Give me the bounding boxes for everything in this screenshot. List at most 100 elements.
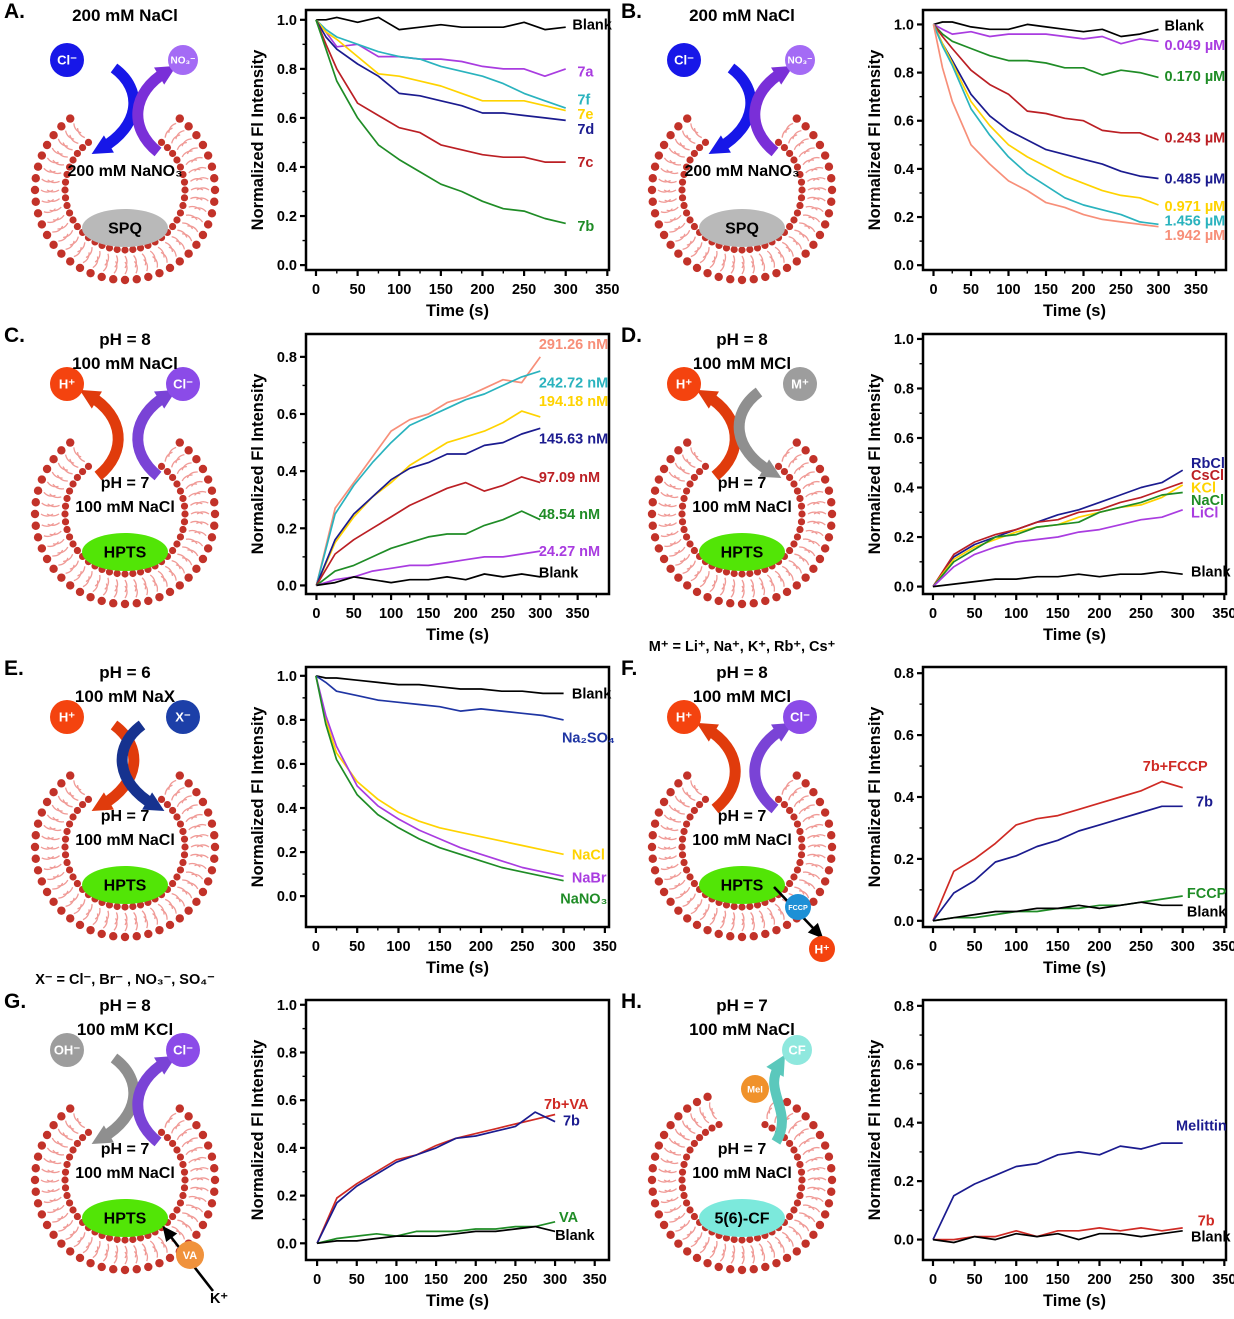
svg-text:150: 150 [1046,606,1070,622]
series-line-Blank [932,570,1183,588]
ion-label: Cl⁻ [173,377,193,392]
svg-text:350: 350 [566,606,590,622]
panel-label: A. [4,0,25,23]
series-line-Blank [933,21,1159,38]
svg-text:0: 0 [312,939,320,955]
plot-frame [304,998,611,1262]
ion-label: Cl⁻ [674,53,694,68]
series-label-242.72 nM: 242.72 nM [539,376,608,392]
x-axis: 0 50 100 150 200 250 300 350 [929,594,1234,622]
series-line-145.63 nM [315,427,541,586]
y-axis: 0.0 0.2 0.4 0.6 0.8 [277,350,306,594]
svg-text:0.8: 0.8 [277,713,297,729]
inside-condition-line2: 100 mM NaCl [692,832,792,849]
y-axis: 0.0 0.2 0.4 0.6 0.8 [894,999,923,1249]
svg-text:100: 100 [386,939,410,955]
inside-condition-line1: 200 mM NaNO₃ [684,163,800,180]
ion-label: NO₃⁻ [788,56,813,67]
series-label-NaCl: NaCl [572,847,605,863]
outside-condition-line1: pH = 7 [716,996,768,1015]
y-axis-title: Normalized Fl Intensity [249,373,267,554]
svg-text:200: 200 [1087,939,1111,955]
svg-text:50: 50 [350,282,366,298]
liposome-ring [647,438,837,609]
inside-conditions: pH = 7 100 mM NaCl [0,470,250,522]
series-line-Blank [316,1225,556,1245]
svg-text:0.6: 0.6 [277,111,297,127]
chart-panel-B: 0 50 100 150 200 250 300 350 0.0 0.2 0.4 0.6 0.8 1.0 T… [866,0,1234,324]
series-line-NaCl [932,491,1183,588]
series-label-Blank: Blank [1187,905,1227,921]
chart-graphic-A: 0 50 100 150 200 250 300 350 0.0 0.2 0.4 0.6 0.8 1.0 T… [249,8,619,320]
carrier-label: VA [183,1250,198,1262]
right-transport-arrow [749,65,794,157]
diagram-caption: X⁻ = Cl⁻, Br⁻ , NO₃⁻, SO₄⁻ [35,972,215,988]
series-line-LiCl [932,508,1183,588]
ion-X⁻: X⁻ [166,700,200,734]
x-axis: 0 50 100 150 200 250 300 350 [313,1260,607,1288]
svg-text:0.2: 0.2 [894,530,914,546]
panel-label: C. [4,324,25,347]
series-line-7b [932,805,1183,922]
outside-condition-line1: pH = 6 [99,663,151,682]
svg-text:250: 250 [503,1272,527,1288]
ion-M⁺: M⁺ [783,367,817,401]
series-line-7e [315,19,566,112]
liposome-diagram: Cl⁻ NO₃⁻ SPQ 200 mM NaCl 200 mM NaNO₃ [0,0,250,324]
svg-text:200: 200 [470,282,494,298]
svg-text:0.2: 0.2 [894,852,914,868]
dye-ellipse: HPTS [699,533,785,571]
series-line-7b+VA [316,1113,556,1244]
plot-frame [304,332,611,596]
axes [921,998,1228,1262]
svg-text:300: 300 [528,606,552,622]
svg-text:0.0: 0.0 [277,258,297,274]
chart-graphic-E: 0 50 100 150 200 250 300 350 0.0 0.2 0.4 0.6 0.8 1.0 T… [249,665,617,977]
dye-ellipse: HPTS [82,1199,168,1237]
dye-ellipse: HPTS [82,533,168,571]
series-line-7b+FCCP [932,780,1183,922]
axes [304,665,611,929]
dye-label: SPQ [725,221,759,238]
x-axis-title: Time (s) [426,1292,489,1310]
ion-label: Cl⁻ [173,1043,193,1058]
payload-label: H⁺ [815,943,830,957]
liposome-graphic: Cl⁻ NO₃⁻ SPQ [30,43,220,285]
series-line-0.485 µM [932,24,1159,180]
panel-A: A. Cl⁻ NO₃⁻ SPQ 200 mM NaCl 200 mM NaNO₃ 0… [0,0,619,324]
series-label-FCCP: FCCP [1187,886,1227,902]
ion-Cl⁻: Cl⁻ [166,1033,200,1067]
svg-text:100: 100 [379,606,403,622]
ion-Cl⁻: Cl⁻ [50,43,84,77]
panel-E: E. H⁺ X⁻ HPTS pH = 6 100 mM NaX pH = 7 100… [0,657,617,990]
ion-H⁺: H⁺ [667,367,701,401]
svg-text:100: 100 [996,282,1020,298]
series-label-CsCl: CsCl [1191,468,1224,484]
panel-G: G. OH⁻ Cl⁻ HPTS VA K⁺ pH = 8 100 mM KCl pH =… [0,990,617,1319]
svg-text:0: 0 [312,282,320,298]
series-label-LiCl: LiCl [1191,505,1218,521]
liposome-graphic: H⁺ Cl⁻ HPTS [30,367,220,609]
svg-text:50: 50 [349,1272,365,1288]
liposome-graphic: OH⁻ Cl⁻ HPTS VA K⁺ [30,1033,228,1307]
liposome-graphic: Cl⁻ NO₃⁻ SPQ [647,43,837,285]
svg-text:0.6: 0.6 [894,114,914,130]
outside-condition-line2: 100 mM MCl [692,354,792,373]
series-label-7b+FCCP: 7b+FCCP [1143,759,1208,775]
series-line-1.456 µM [932,24,1159,226]
ion-Cl⁻: Cl⁻ [783,700,817,734]
svg-text:0.2: 0.2 [894,1174,914,1190]
svg-text:0.8: 0.8 [894,999,914,1015]
series-label-Na₂SO₄: Na₂SO₄ [562,731,615,747]
series-line-48.54 nM [315,510,541,587]
panel-H: H. 5(6)-CF Mel CF pH = 7 100 mM NaCl pH = … [617,990,1234,1319]
series-label-0.170 µM: 0.170 µM [1165,69,1226,85]
panel-label: B. [621,0,642,23]
series-label-Melittin: Melittin [1176,1119,1227,1135]
svg-text:0.8: 0.8 [277,1045,297,1061]
y-axis-title: Normalized Fl Intensity [866,1039,884,1220]
svg-text:50: 50 [967,606,983,622]
ion-H⁺: H⁺ [667,700,701,734]
carrier-label: FCCP [788,903,808,912]
liposome-ring [30,114,220,285]
